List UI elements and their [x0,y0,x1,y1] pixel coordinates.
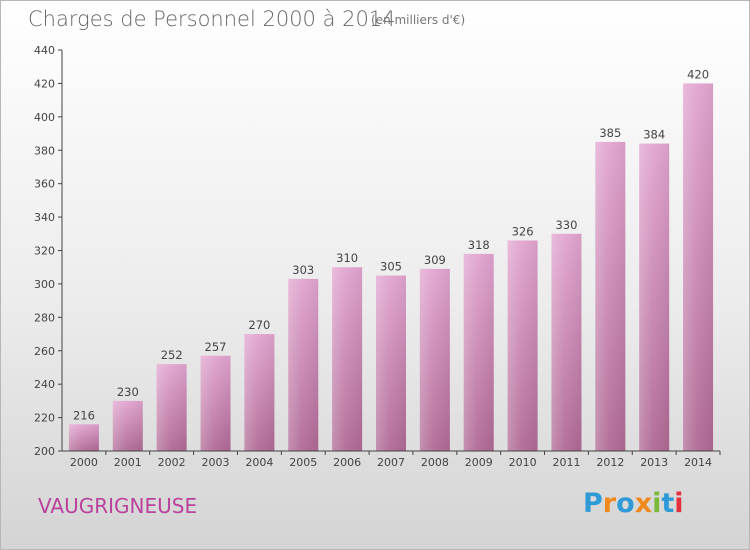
bar-shine [332,267,363,451]
bar-value-label: 385 [599,126,621,140]
bar-value-label: 384 [643,128,665,142]
x-tick-label: 2012 [596,456,624,469]
x-tick-label: 2001 [114,456,142,469]
bars-group [68,83,714,452]
bar-shine [683,83,714,452]
bar-shine [288,278,319,451]
y-tick-label: 440 [34,44,55,57]
x-tick-label: 2002 [158,456,186,469]
y-tick-label: 240 [34,378,55,391]
x-tick-label: 2014 [684,456,712,469]
bar-shine [376,275,406,451]
x-tick-label: 2004 [245,456,273,469]
bar-shine [507,240,538,451]
bar-value-label: 216 [73,408,95,422]
chart-subtitle: (en milliers d'€) [371,13,466,27]
bar-value-label: 252 [161,348,183,362]
x-tick-label: 2011 [552,456,580,469]
logo-letter: r [602,488,617,519]
y-tick-label: 340 [34,211,55,224]
logo-letter: t [661,488,675,519]
bar-shine [200,355,231,451]
y-tick-label: 220 [34,412,55,425]
x-tick-label: 2008 [421,456,449,469]
y-tick-label: 260 [34,345,55,358]
proxiti-logo: Proxiti [583,488,684,519]
logo-letter: i [652,488,662,519]
bar-value-label: 305 [380,260,402,274]
y-tick-label: 400 [34,111,55,124]
logo-letter: i [674,488,684,519]
y-tick-label: 200 [34,445,55,458]
bar-value-label: 309 [424,253,446,267]
commune-name: VAUGRIGNEUSE [38,494,198,518]
y-tick-label: 360 [34,178,55,191]
logo-letter: P [583,488,603,519]
x-tick-label: 2010 [509,456,537,469]
x-tick-label: 2000 [70,456,98,469]
bar-value-label: 303 [292,263,314,277]
y-tick-label: 280 [34,311,55,324]
bar-value-label: 420 [687,67,709,81]
bar-shine [244,334,275,451]
x-tick-label: 2007 [377,456,405,469]
x-tick-label: 2013 [640,456,668,469]
bar-shine [419,268,450,451]
bar-shine [639,143,670,452]
y-tick-label: 420 [34,77,55,90]
bar-value-label: 230 [117,385,139,399]
logo-letter: x [634,488,653,519]
bar-value-label: 257 [205,340,227,354]
bar-shine [112,400,143,451]
x-tick-label: 2003 [202,456,230,469]
bar-shine [156,364,187,451]
bar-value-label: 270 [248,318,270,332]
bar-value-label: 318 [468,238,490,252]
logo-letter: o [616,488,635,519]
x-tick-label: 2009 [465,456,493,469]
bar-shine [551,233,582,451]
y-tick-label: 320 [34,245,55,258]
y-tick-label: 300 [34,278,55,291]
bar-shine [595,141,626,452]
bar-value-label: 326 [512,224,534,238]
chart-title: Charges de Personnel 2000 à 2014 [28,7,396,31]
axes-group: 200 220 240 260 280 300 320 340 360 380 400 420 440 2… [34,44,721,469]
x-tick-label: 2006 [333,456,361,469]
y-tick-label: 380 [34,144,55,157]
bar-value-label: 310 [336,251,358,265]
x-tick-label: 2005 [289,456,317,469]
bar-shine [463,253,494,451]
bar-shine [68,424,99,451]
bar-value-label: 330 [555,218,577,232]
